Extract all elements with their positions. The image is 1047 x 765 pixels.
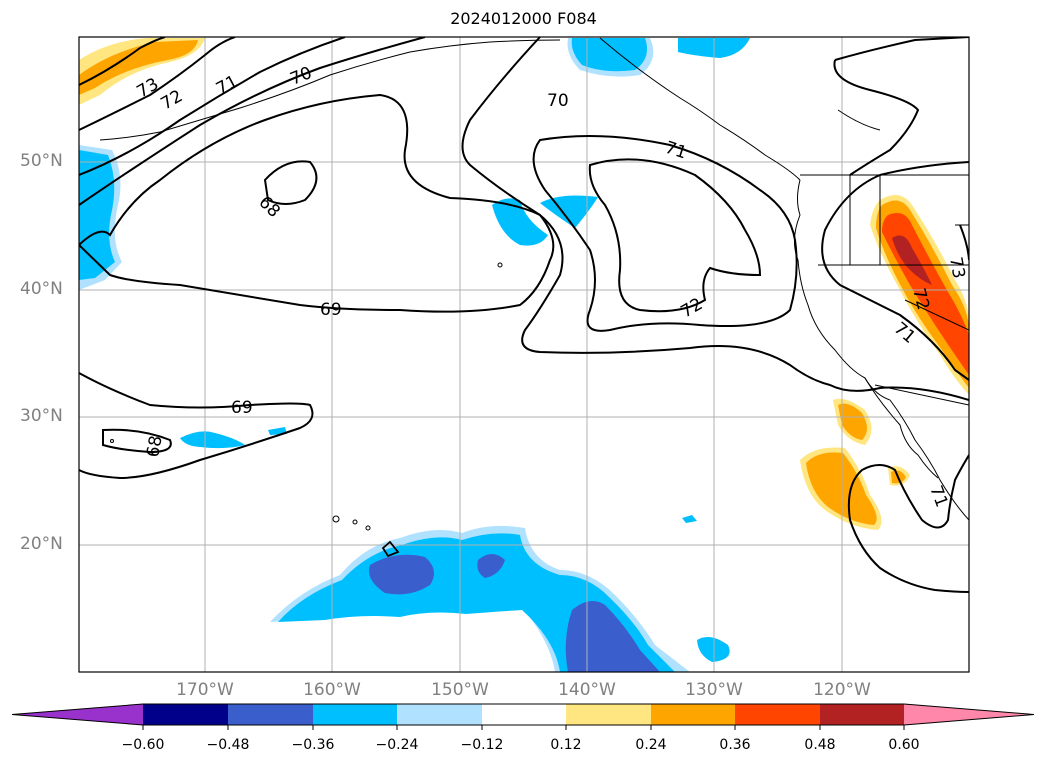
shaded-field [79,38,969,672]
lon-label-170w: 170°W [176,680,234,700]
hawaii-island-1 [332,515,340,523]
state-lines [818,109,969,331]
island-x [497,262,503,268]
colorbar [11,703,1035,730]
cb-seg-7 [651,704,735,725]
shade-blue-s4 [697,636,730,662]
clabel-71-ca: 71 [890,319,919,348]
clabel-69-big: 69 [320,300,342,320]
contour-71-nw [79,37,346,176]
coast-baja-west [864,377,939,479]
contour-72-nw [79,37,236,131]
cb-seg-4 [397,704,482,725]
clabel-68-s: 68 [143,434,166,459]
cb-tick-label: −0.12 [460,737,504,753]
contour-69-s [79,372,314,480]
cb-tick-label: 0.36 [719,737,751,753]
cb-extend-high [904,704,1034,725]
contour-70-nw [79,37,426,206]
contour-68-s [102,428,172,454]
clabel-70: 70 [287,63,315,90]
lat-label-50n: 50°N [20,151,63,171]
lon-label-120w: 120°W [813,680,871,700]
lon-label-140w: 140°W [558,680,616,700]
contour-71-ca [821,161,969,381]
shade-orange-nw [79,40,198,95]
clabel-68-n: 68 [254,192,283,221]
clabel-72: 72 [158,86,187,114]
cb-seg-2 [228,704,313,725]
contour-69-big [79,93,555,313]
map-title: 2024012000 F084 [450,9,597,28]
contour-72-e [588,158,762,313]
contour-71-e [532,135,798,332]
map-frame [78,36,970,673]
contour-70-ne [833,37,969,176]
cb-tick-label: 0.24 [635,737,667,753]
shade-blue-mid1 [492,198,548,246]
clabel-71-baja: 71 [925,483,951,510]
contour-70-e [461,37,969,401]
shade-blue-n1 [571,38,648,72]
lon-label-130w: 130°W [685,680,743,700]
contour-68-n [263,160,318,205]
lat-label-20n: 20°N [20,534,63,554]
hawaii-island-3 [365,525,371,531]
cb-tick-label: 0.48 [804,737,836,753]
cb-tick-label: 0.60 [888,737,920,753]
lat-label-30n: 30°N [20,406,63,426]
shade-darkblue-s2 [477,554,505,578]
shade-blue-w [79,150,115,280]
cb-tick-label: −0.24 [375,737,419,753]
coast-alaska-pan [599,37,801,181]
cb-seg-1 [143,704,228,725]
lon-label-150w: 150°W [431,680,489,700]
cb-tick-label: −0.36 [291,737,335,753]
cb-tick-label: 0.12 [550,737,582,753]
shade-blue-hi3 [682,515,697,523]
shade-blue-hi1 [180,431,245,449]
cb-seg-8 [735,704,820,725]
lat-label-40n: 40°N [20,279,63,299]
clabel-71-e: 71 [662,138,689,164]
clabel-69-s: 69 [231,398,253,418]
clabel-71: 71 [213,72,241,100]
contour-73-nw [79,37,166,86]
shade-darkred-ca [892,235,932,285]
cb-seg-3 [313,704,397,725]
hawaii-big-island [381,540,400,558]
hawaii-island-2 [352,519,358,525]
shade-darkblue-s3 [565,601,660,672]
clabel-73-ca: 73 [945,255,968,280]
cb-tick-label: −0.60 [121,737,165,753]
contour-71-baja [847,454,969,593]
cb-seg-6 [566,704,651,725]
island-y [110,439,114,443]
graticule [79,37,969,672]
cb-seg-9 [820,704,904,725]
lon-label-160w: 160°W [303,680,361,700]
contour-lines [79,37,969,593]
cb-tick-label: −0.48 [206,737,250,753]
shade-blue-mid2 [540,195,598,228]
clabel-70-e: 70 [547,91,569,111]
coast-baja [889,399,969,521]
clabel-72-e: 72 [678,294,707,322]
cb-seg-5 [482,704,566,725]
cb-extend-low [12,704,143,725]
shade-darkblue-s1 [369,554,434,595]
shade-orange-baja [806,403,906,525]
